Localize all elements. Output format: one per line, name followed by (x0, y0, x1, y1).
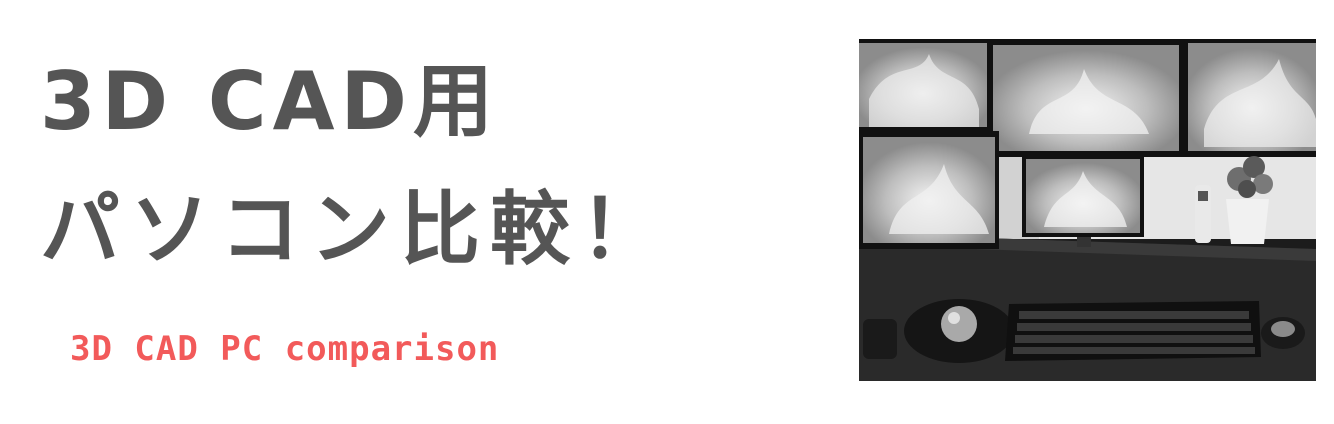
monitor-top-center (987, 39, 1185, 163)
device-left (863, 319, 897, 359)
monitor-top-left (859, 39, 992, 131)
plant (1226, 156, 1273, 244)
trackball (904, 299, 1014, 363)
headline-line-1: 3D CAD用 (40, 55, 499, 148)
monitor-bottom-left (859, 131, 999, 249)
phone (1195, 185, 1211, 243)
photo-illustration (859, 39, 1316, 381)
headline-line-2: パソコン比較！ (40, 183, 670, 276)
mouse (1261, 317, 1305, 349)
subtitle: 3D CAD PC comparison (70, 329, 500, 369)
monitor-bottom-center (1022, 155, 1144, 247)
desk-setup-photo (859, 39, 1316, 381)
monitor-top-right (1183, 39, 1316, 157)
keyboard (1005, 301, 1261, 361)
